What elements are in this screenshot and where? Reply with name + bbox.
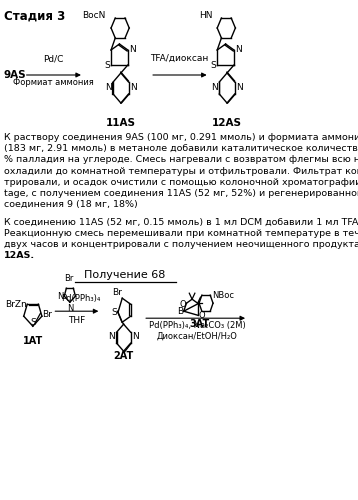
Text: S: S bbox=[112, 308, 117, 316]
Text: Br: Br bbox=[112, 288, 121, 297]
Text: 9AS: 9AS bbox=[4, 70, 26, 80]
Text: 12AS.: 12AS. bbox=[4, 251, 35, 260]
Text: N: N bbox=[235, 46, 242, 54]
Text: Диоксан/EtOH/H₂O: Диоксан/EtOH/H₂O bbox=[156, 331, 237, 340]
Text: tage, с получением соединения 11AS (52 мг, 52%) и регенерированного: tage, с получением соединения 11AS (52 м… bbox=[4, 189, 358, 198]
Text: S: S bbox=[211, 60, 217, 70]
Text: N: N bbox=[57, 292, 64, 300]
Text: 1AT: 1AT bbox=[23, 336, 43, 346]
Text: (183 мг, 2.91 ммоль) в метаноле добавили каталитическое количество 10: (183 мг, 2.91 ммоль) в метаноле добавили… bbox=[4, 144, 358, 153]
Text: К раствору соединения 9AS (100 мг, 0.291 ммоль) и формиата аммония: К раствору соединения 9AS (100 мг, 0.291… bbox=[4, 133, 358, 142]
Text: К соединению 11AS (52 мг, 0.15 ммоль) в 1 мл DCM добавили 1 мл TFA.: К соединению 11AS (52 мг, 0.15 ммоль) в … bbox=[4, 218, 358, 226]
Text: N: N bbox=[236, 82, 243, 92]
Text: B: B bbox=[177, 306, 183, 316]
Text: 12AS: 12AS bbox=[212, 118, 242, 128]
Text: Br: Br bbox=[64, 274, 73, 283]
Text: Pd/C: Pd/C bbox=[44, 54, 64, 63]
Text: S: S bbox=[30, 318, 36, 326]
Text: % палладия на углероде. Смесь нагревали с возвратом флегмы всю ночь,: % палладия на углероде. Смесь нагревали … bbox=[4, 156, 358, 164]
Text: N: N bbox=[132, 332, 139, 340]
Text: Pd(PPh₃)₄, Na₂CO₃ (2M): Pd(PPh₃)₄, Na₂CO₃ (2M) bbox=[149, 321, 245, 330]
Text: N: N bbox=[108, 332, 115, 340]
Text: охладили до комнатной температуры и отфильтровали. Фильтрат концен-: охладили до комнатной температуры и отфи… bbox=[4, 166, 358, 175]
Text: трировали, и осадок очистили с помощью колоночной хроматографии bio-: трировали, и осадок очистили с помощью к… bbox=[4, 178, 358, 187]
Text: Br: Br bbox=[43, 310, 53, 318]
Text: 11AS: 11AS bbox=[106, 118, 136, 128]
Text: N: N bbox=[211, 82, 218, 92]
Text: соединения 9 (18 мг, 18%): соединения 9 (18 мг, 18%) bbox=[4, 200, 138, 209]
Text: Pd(PPh₃)₄: Pd(PPh₃)₄ bbox=[61, 294, 100, 303]
Text: THF: THF bbox=[68, 316, 86, 325]
Text: N: N bbox=[129, 46, 136, 54]
Text: Получение 68: Получение 68 bbox=[84, 270, 166, 280]
Text: BrZn: BrZn bbox=[5, 300, 26, 308]
Text: Реакционную смесь перемешивали при комнатной температуре в течение: Реакционную смесь перемешивали при комна… bbox=[4, 228, 358, 237]
Text: N: N bbox=[105, 82, 112, 92]
Text: O: O bbox=[198, 310, 205, 320]
Text: O: O bbox=[179, 300, 186, 308]
Text: NBoc: NBoc bbox=[212, 290, 234, 300]
Text: S: S bbox=[105, 60, 110, 70]
Text: 2AT: 2AT bbox=[113, 351, 134, 361]
Text: HN: HN bbox=[199, 12, 213, 20]
Text: TFA/диоксан: TFA/диоксан bbox=[150, 54, 209, 63]
Text: Формиат аммония: Формиат аммония bbox=[13, 78, 94, 87]
Text: N: N bbox=[130, 82, 137, 92]
Text: двух часов и концентрировали с получением неочищенного продукта: двух часов и концентрировали с получение… bbox=[4, 240, 358, 249]
Text: BocN: BocN bbox=[82, 12, 106, 20]
Text: Стадия 3: Стадия 3 bbox=[4, 10, 66, 23]
Text: N: N bbox=[67, 304, 73, 313]
Text: 3AT: 3AT bbox=[189, 319, 209, 329]
